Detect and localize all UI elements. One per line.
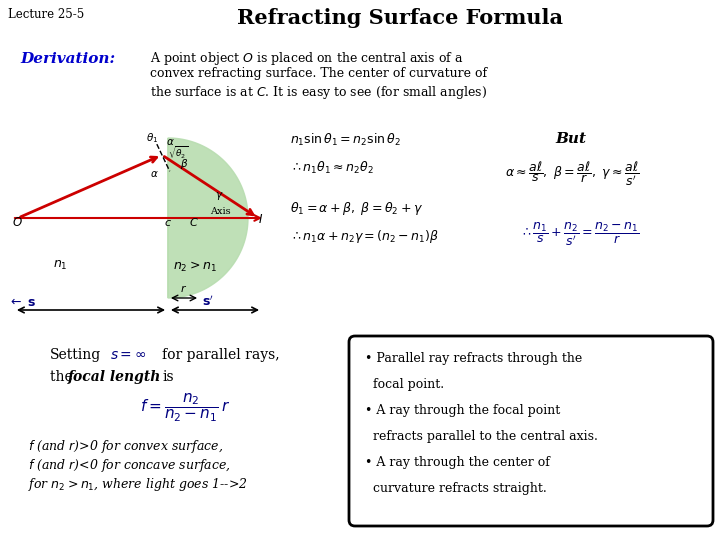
Text: $\beta$: $\beta$ — [180, 157, 189, 171]
Text: refracts parallel to the central axis.: refracts parallel to the central axis. — [365, 430, 598, 443]
Text: $f = \dfrac{n_2}{n_2 - n_1}\,r$: $f = \dfrac{n_2}{n_2 - n_1}\,r$ — [140, 392, 230, 424]
Text: $n_1$: $n_1$ — [53, 259, 68, 272]
Text: $O$: $O$ — [12, 216, 22, 229]
Text: $r$: $r$ — [181, 283, 188, 294]
Text: $\sqrt{\theta_2}$: $\sqrt{\theta_2}$ — [168, 145, 189, 161]
Text: Lecture 25-5: Lecture 25-5 — [8, 8, 84, 21]
Text: focal length: focal length — [68, 370, 161, 384]
Text: $\alpha$: $\alpha$ — [166, 137, 175, 147]
Text: $\theta_1$: $\theta_1$ — [146, 131, 158, 145]
FancyBboxPatch shape — [349, 336, 713, 526]
Text: $n_1 \sin\theta_1 = n_2 \sin\theta_2$: $n_1 \sin\theta_1 = n_2 \sin\theta_2$ — [290, 132, 401, 148]
Text: curvature refracts straight.: curvature refracts straight. — [365, 482, 546, 495]
Text: • Parallel ray refracts through the: • Parallel ray refracts through the — [365, 352, 582, 365]
Text: $I$: $I$ — [258, 213, 264, 226]
Text: $f$ (and $r$)<0 for concave surface,: $f$ (and $r$)<0 for concave surface, — [28, 457, 230, 474]
Text: for $n_2 > n_1$, where light goes 1-->2: for $n_2 > n_1$, where light goes 1-->2 — [28, 476, 248, 493]
Text: $\leftarrow$ $\mathbf{s}$: $\leftarrow$ $\mathbf{s}$ — [8, 296, 36, 309]
Polygon shape — [168, 138, 248, 298]
Text: Derivation:: Derivation: — [20, 52, 116, 66]
Text: Setting: Setting — [50, 348, 102, 362]
Text: $C$: $C$ — [189, 216, 199, 228]
Text: A point object $O$ is placed on the central axis of a: A point object $O$ is placed on the cent… — [150, 50, 464, 67]
Text: the: the — [50, 370, 77, 384]
Text: $\mathbf{s'}$: $\mathbf{s'}$ — [202, 294, 214, 309]
Text: $\therefore n_1\theta_1 \approx n_2\theta_2$: $\therefore n_1\theta_1 \approx n_2\thet… — [290, 160, 374, 176]
Text: $c$: $c$ — [164, 218, 172, 228]
Text: $s = \infty$: $s = \infty$ — [110, 348, 146, 362]
Text: • A ray through the focal point: • A ray through the focal point — [365, 404, 560, 417]
Text: But: But — [555, 132, 586, 146]
Text: Axis: Axis — [210, 207, 230, 216]
Text: is: is — [162, 370, 174, 384]
Text: $\alpha \approx \dfrac{a\ell}{s},\ \beta = \dfrac{a\ell}{r},\ \gamma \approx \df: $\alpha \approx \dfrac{a\ell}{s},\ \beta… — [505, 160, 639, 188]
Text: • A ray through the center of: • A ray through the center of — [365, 456, 550, 469]
Text: the surface is at $C$. It is easy to see (for small angles): the surface is at $C$. It is easy to see… — [150, 84, 487, 101]
Text: focal point.: focal point. — [365, 378, 444, 391]
Text: convex refracting surface. The center of curvature of: convex refracting surface. The center of… — [150, 67, 487, 80]
Text: $\gamma$: $\gamma$ — [215, 190, 224, 202]
Text: for parallel rays,: for parallel rays, — [162, 348, 279, 362]
Text: Refracting Surface Formula: Refracting Surface Formula — [237, 8, 563, 28]
Text: $\alpha$: $\alpha$ — [150, 169, 158, 179]
Text: $\theta_1 = \alpha + \beta,\ \beta = \theta_2 + \gamma$: $\theta_1 = \alpha + \beta,\ \beta = \th… — [290, 200, 423, 217]
Text: $n_2 > n_1$: $n_2 > n_1$ — [173, 260, 217, 274]
Text: $\therefore\dfrac{n_1}{s} + \dfrac{n_2}{s'} = \dfrac{n_2-n_1}{r}$: $\therefore\dfrac{n_1}{s} + \dfrac{n_2}{… — [520, 220, 639, 247]
Text: $f$ (and $r$)>0 for convex surface,: $f$ (and $r$)>0 for convex surface, — [28, 438, 223, 455]
Text: $\therefore n_1\alpha + n_2\gamma = (n_2 - n_1)\beta$: $\therefore n_1\alpha + n_2\gamma = (n_2… — [290, 228, 439, 245]
